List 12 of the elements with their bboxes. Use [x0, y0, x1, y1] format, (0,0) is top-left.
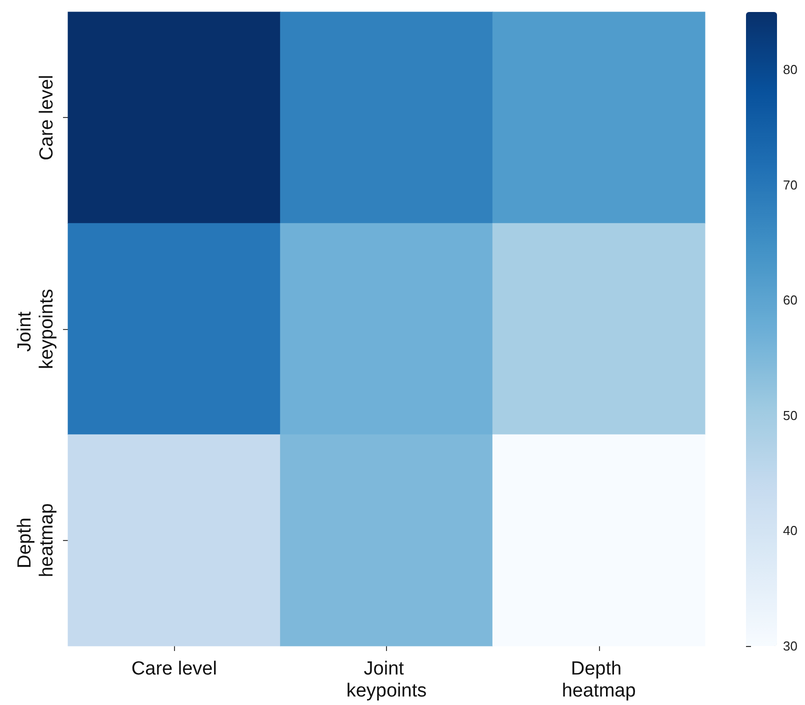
color-bar-label: 40 [783, 523, 798, 538]
x-tick-label: Joint keypoints [346, 658, 427, 702]
color-bar-label: 80 [783, 62, 798, 78]
y-tick-label: Care level [36, 74, 58, 160]
x-tick-label: Care level [131, 658, 217, 680]
y-tick-label: Joint keypoints [14, 288, 58, 370]
x-tick-label: Depth heatmap [562, 658, 636, 702]
y-tick-label: Depth heatmap [14, 503, 58, 578]
color-bar-label: 70 [783, 177, 798, 192]
color-bar-label: 30 [783, 638, 798, 654]
color-bar-label: 50 [783, 408, 798, 423]
color-bar-label: 60 [783, 292, 798, 308]
